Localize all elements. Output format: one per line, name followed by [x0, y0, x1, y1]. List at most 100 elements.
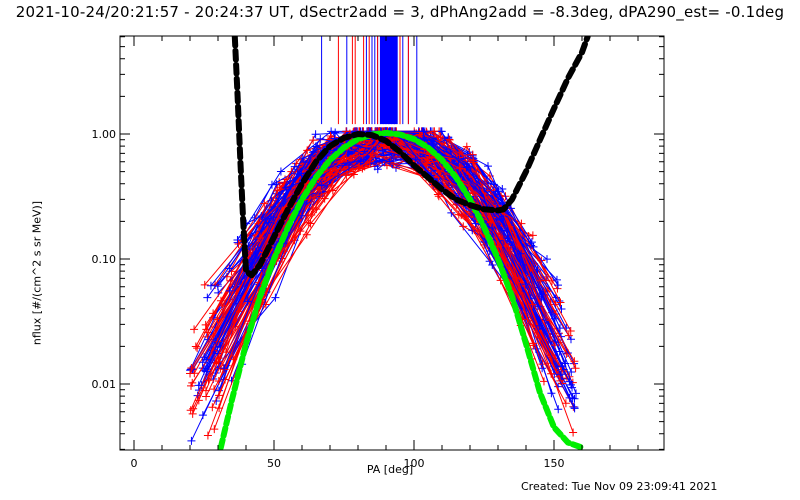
blue-data-point — [493, 200, 502, 209]
blue-data-point — [542, 255, 551, 264]
blue-data-point — [494, 187, 503, 196]
x-tick-label: 150 — [544, 457, 565, 470]
red-data-point — [273, 186, 282, 195]
blue-data-point — [416, 152, 425, 161]
blue-data-point — [307, 189, 316, 198]
flux-profiles — [186, 127, 581, 445]
axis-ticks: 0 50 100 150 1.00 0.10 0.01 — [92, 36, 664, 470]
red-data-point — [203, 431, 212, 440]
red-data-point — [216, 296, 225, 305]
y-tick-label: 0.10 — [92, 253, 117, 266]
blue-data-point — [554, 405, 563, 414]
blue-data-point — [419, 127, 428, 136]
blue-data-point — [201, 355, 210, 364]
blue-data-point — [517, 249, 526, 258]
blue-data-point — [271, 293, 280, 302]
blue-data-point — [471, 219, 480, 228]
plot-frame — [119, 35, 665, 451]
blue-data-point — [243, 297, 252, 306]
red-data-point — [200, 280, 209, 289]
blue-data-point — [566, 380, 575, 389]
red-data-point — [415, 128, 424, 137]
y-axis-label: nflux [#/(cm^2 s sr MeV)] — [30, 200, 44, 346]
model-fits — [217, 36, 591, 450]
red-data-point — [255, 233, 264, 242]
blue-data-point — [331, 128, 340, 137]
blue-data-point — [319, 187, 328, 196]
red-data-point — [362, 142, 371, 151]
blue-data-point — [276, 167, 285, 176]
blue-data-point — [555, 347, 564, 356]
red-data-point — [571, 364, 580, 373]
red-data-point — [210, 425, 219, 434]
red-data-point — [556, 298, 565, 307]
blue-data-point — [554, 281, 563, 290]
red-data-point — [564, 331, 573, 340]
blue-data-point — [462, 163, 471, 172]
vertical-markers — [321, 36, 418, 125]
blue-data-point — [297, 211, 306, 220]
blue-data-point — [293, 169, 302, 178]
red-data-point — [570, 357, 579, 366]
red-data-point — [414, 157, 423, 166]
red-data-point — [194, 396, 203, 405]
model-fit-black — [231, 36, 591, 279]
red-data-point — [234, 239, 243, 248]
red-data-point — [536, 276, 545, 285]
red-data-point — [327, 181, 336, 190]
red-data-point — [193, 344, 202, 353]
red-data-point — [186, 369, 195, 378]
blue-data-point — [529, 242, 538, 251]
blue-data-point — [488, 261, 497, 270]
blue-data-point — [437, 127, 446, 136]
red-data-point — [306, 219, 315, 228]
blue-data-point — [225, 286, 234, 295]
red-data-point — [186, 406, 195, 415]
x-tick-label: 100 — [404, 457, 425, 470]
blue-data-point — [556, 324, 565, 333]
blue-data-point — [447, 208, 456, 217]
chart-title: 2021-10-24/20:21:57 - 20:24:37 UT, dSect… — [15, 3, 785, 21]
red-data-point — [309, 136, 318, 145]
blue-data-point — [203, 293, 212, 302]
x-tick-label: 50 — [267, 457, 281, 470]
red-data-point — [462, 142, 471, 151]
blue-data-point — [488, 224, 497, 233]
blue-data-point — [483, 162, 492, 171]
blue-data-point — [570, 404, 579, 413]
y-tick-label: 0.01 — [92, 378, 117, 391]
model-fit-green — [217, 129, 585, 450]
red-data-point — [569, 428, 578, 437]
x-axis-label: PA [deg] — [366, 463, 414, 476]
blue-data-point — [317, 181, 326, 190]
red-data-point — [469, 158, 478, 167]
red-data-point — [529, 339, 538, 348]
blue-data-point — [345, 160, 354, 169]
blue-data-point — [220, 364, 229, 373]
blue-data-point — [311, 142, 320, 151]
y-tick-label: 1.00 — [92, 128, 117, 141]
blue-data-point — [567, 367, 576, 376]
blue-data-point — [463, 159, 472, 168]
blue-data-point — [225, 264, 234, 273]
red-data-point — [445, 135, 454, 144]
red-data-point — [317, 185, 326, 194]
blue-data-point — [565, 377, 574, 386]
red-data-point — [261, 300, 270, 309]
blue-data-point — [311, 130, 320, 139]
blue-data-point — [558, 362, 567, 371]
red-data-point — [208, 403, 217, 412]
red-data-point — [422, 159, 431, 168]
red-data-point — [469, 156, 478, 165]
red-data-point — [528, 300, 537, 309]
blue-data-point — [298, 154, 307, 163]
red-data-point — [434, 173, 443, 182]
red-data-point — [213, 315, 222, 324]
red-data-point — [260, 199, 269, 208]
blue-marker-band — [380, 36, 398, 125]
red-data-point — [349, 170, 358, 179]
red-data-point — [302, 230, 311, 239]
red-data-point — [561, 399, 570, 408]
red-data-point — [455, 164, 464, 173]
